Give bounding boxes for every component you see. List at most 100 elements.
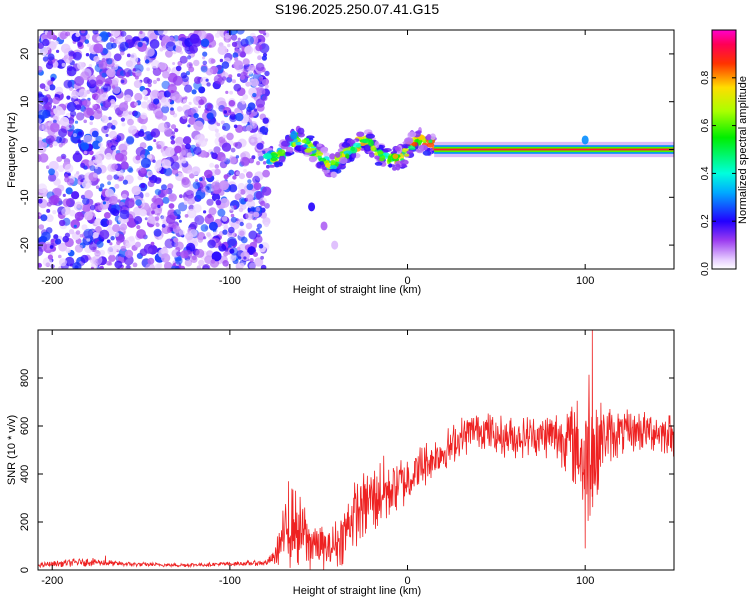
heatmap-noise-blob (73, 51, 82, 61)
heatmap-noise-blob (149, 39, 160, 49)
heatmap-noise-blob (162, 196, 170, 204)
heatmap-noise-blob (193, 113, 199, 119)
heatmap-noise-blob (233, 205, 237, 209)
heatmap-noise-blob (228, 226, 235, 234)
heatmap-noise-blob (99, 183, 105, 188)
heatmap-noise-blob (151, 89, 160, 98)
heatmap-noise-blob (93, 110, 103, 120)
heatmap-noise-blob (132, 262, 138, 268)
heatmap-noise-blob (45, 135, 55, 145)
heatmap-noise-blob (187, 124, 191, 128)
heatmap-noise-blob (185, 143, 191, 150)
heatmap-transition-blob (394, 146, 401, 152)
heatmap-noise-blob (244, 45, 254, 55)
heatmap-noise-blob (121, 193, 128, 200)
heatmap-noise-blob (58, 128, 68, 138)
heatmap-noise-blob (123, 255, 134, 266)
heatmap-noise-blob (228, 100, 236, 107)
heatmap-noise-blob (229, 205, 235, 211)
heatmap-noise-blob (193, 120, 204, 131)
heatmap-noise-blob (55, 238, 62, 245)
heatmap-noise-blob (135, 155, 141, 161)
heatmap-noise-blob (191, 89, 197, 95)
heatmap-noise-blob (101, 125, 110, 134)
heatmap-noise-blob (106, 58, 113, 65)
heatmap-noise-blob (219, 58, 224, 63)
heatmap-noise-blob (181, 75, 189, 83)
heatmap-noise-blob (72, 262, 82, 269)
heatmap-noise-blob (165, 41, 176, 52)
heatmap-noise-blob (170, 161, 180, 171)
heatmap-noise-blob (229, 184, 238, 193)
heatmap-transition-blob (395, 163, 401, 171)
heatmap-noise-blob (255, 62, 265, 72)
heatmap-noise-blob (237, 37, 241, 41)
heatmap-transition-blob (306, 135, 315, 139)
heatmap-noise-blob (83, 134, 93, 145)
heatmap-noise-blob (249, 258, 254, 263)
heatmap-transition-blob (426, 133, 432, 141)
heatmap-noise-blob (219, 180, 229, 191)
heatmap-noise-blob (80, 254, 89, 264)
heatmap-noise-blob (94, 218, 102, 226)
heatmap-noise-blob (79, 162, 86, 168)
heatmap-noise-blob (206, 232, 211, 237)
heatmap-noise-blob (221, 61, 230, 69)
heatmap-transition-blob (407, 131, 417, 138)
snr-y-ticks: 0 200 400 600 800 (19, 369, 674, 573)
heatmap-noise-blob (241, 236, 248, 244)
heatmap-noise-blob (62, 198, 71, 207)
heatmap-noise-blob (264, 123, 269, 128)
spectrogram-x-ticks: -200 -100 0 100 (41, 30, 594, 287)
heatmap-noise-blob (39, 83, 46, 89)
snr-series-line (38, 330, 674, 570)
heatmap-noise-blob (161, 105, 170, 114)
heatmap-noise-blob (77, 61, 85, 70)
heatmap-noise-blob (193, 146, 202, 155)
heatmap-noise-blob (179, 194, 183, 199)
heatmap-noise-blob (54, 188, 62, 196)
heatmap-noise-blob (113, 53, 122, 62)
heatmap-noise-blob (238, 207, 244, 213)
y-tick-label: 200 (19, 513, 31, 531)
heatmap-noise-blob (74, 120, 79, 124)
y-tick-label: 0 (19, 146, 31, 152)
heatmap-noise-blob (105, 152, 112, 160)
heatmap-noise-blob (218, 242, 223, 247)
heatmap-noise-blob (173, 93, 183, 103)
heatmap-noise-blob (189, 33, 200, 44)
heatmap-noise-blob (58, 242, 68, 252)
heatmap-noise-blob (77, 139, 82, 144)
heatmap-noise-blob (128, 111, 133, 115)
heatmap-noise-blob (154, 188, 161, 196)
heatmap-noise-blob (65, 247, 71, 254)
heatmap-noise-blob (213, 146, 221, 154)
heatmap-transition-blob (262, 153, 272, 160)
heatmap-noise-blob (73, 201, 84, 212)
heatmap-noise-blob (206, 82, 211, 87)
colorbar-ticks: 0.0 0.2 0.4 0.6 0.8 (700, 70, 736, 276)
heatmap-noise-blob (153, 139, 157, 143)
heatmap-noise-blob (191, 166, 201, 176)
heatmap-noise-blob (129, 197, 135, 203)
heatmap-noise-blob (145, 47, 155, 57)
heatmap-noise-blob (108, 116, 112, 121)
heatmap-noise-blob (225, 39, 229, 43)
heatmap-noise-blob (207, 213, 212, 219)
heatmap-transition-blob (377, 151, 384, 155)
heatmap-noise-blob (250, 78, 259, 87)
heatmap-noise-blob (114, 183, 120, 189)
heatmap-noise-blob (109, 33, 113, 37)
heatmap-noise-blob (248, 64, 256, 71)
heatmap-noise-blob (47, 254, 54, 260)
heatmap-noise-blob (154, 177, 162, 184)
heatmap-noise-blob (76, 171, 80, 175)
heatmap-noise-blob (77, 41, 83, 47)
heatmap-noise-blob (146, 170, 153, 177)
heatmap-noise-blob (155, 209, 159, 214)
heatmap-noise-blob (186, 242, 196, 252)
heatmap-noise-blob (46, 201, 52, 207)
heatmap-noise-blob (164, 146, 175, 157)
heatmap-feature-blob (320, 221, 328, 231)
heatmap-noise-blob (184, 214, 189, 218)
